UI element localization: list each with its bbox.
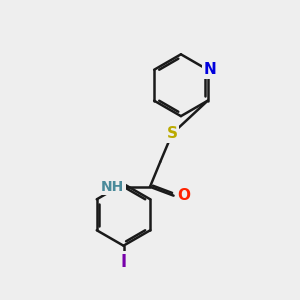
Text: N: N [204,62,216,77]
Text: S: S [167,126,178,141]
Text: NH: NH [101,180,124,194]
Text: I: I [120,253,127,271]
Text: O: O [177,188,190,203]
